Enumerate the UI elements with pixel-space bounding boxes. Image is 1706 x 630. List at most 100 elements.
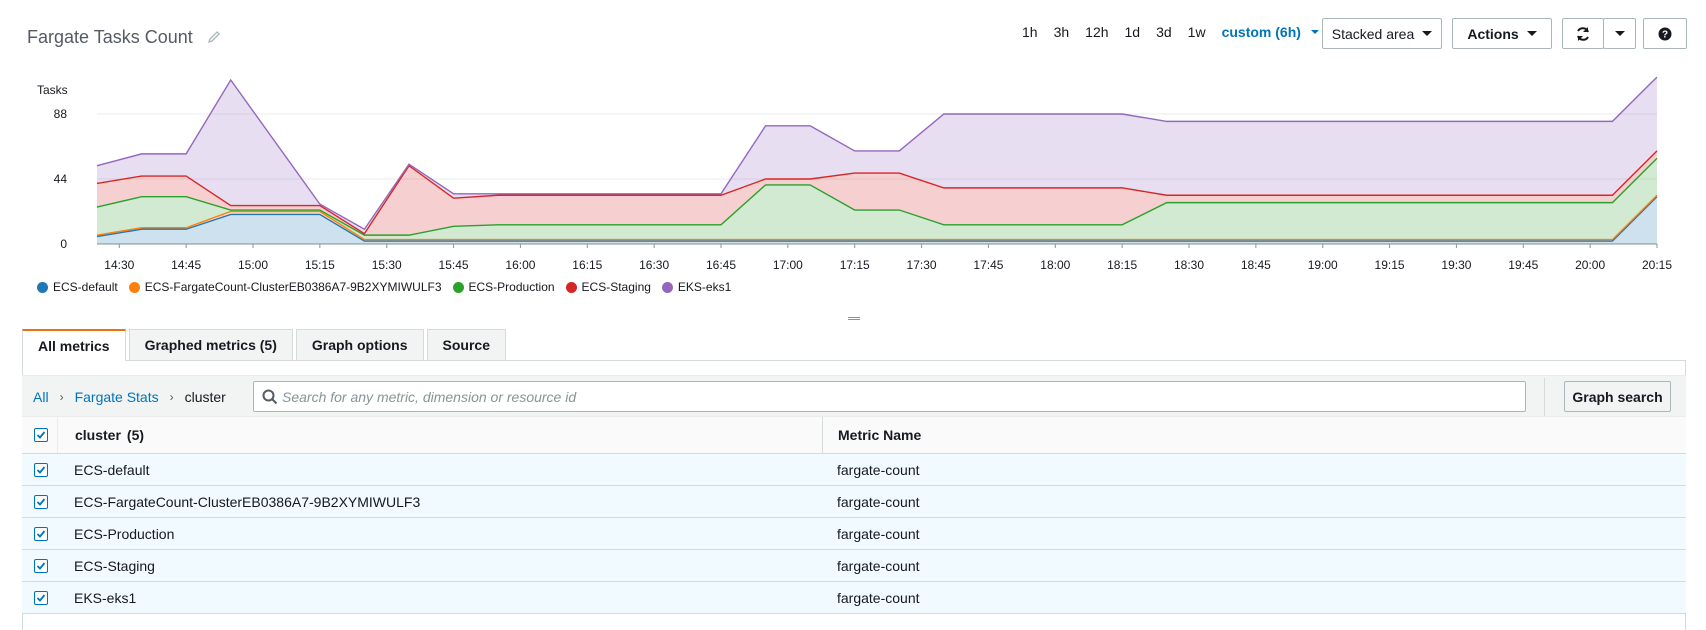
row-metric-name: fargate-count [837, 526, 920, 542]
row-checkbox[interactable] [34, 463, 48, 477]
refresh-button[interactable] [1562, 18, 1604, 49]
graph-search-button[interactable]: Graph search [1564, 381, 1671, 412]
row-cluster-name: ECS-Staging [74, 558, 155, 574]
legend-item[interactable]: EKS-eks1 [661, 280, 732, 294]
legend-item[interactable]: ECS-Production [452, 280, 555, 294]
tab-source[interactable]: Source [426, 329, 506, 360]
y-tick-label: 44 [54, 172, 68, 186]
time-range-1h[interactable]: 1h [1022, 24, 1038, 40]
column-header-cluster-label: cluster [75, 427, 121, 443]
time-range-12h[interactable]: 12h [1085, 24, 1109, 40]
chevron-down-icon [1310, 30, 1319, 34]
x-tick-label: 17:30 [907, 258, 937, 272]
breadcrumb-namespace[interactable]: Fargate Stats [74, 389, 159, 405]
legend-swatch [452, 281, 464, 293]
legend-item[interactable]: ECS-Staging [565, 280, 651, 294]
y-tick-label: 0 [60, 237, 67, 251]
check-icon [36, 498, 46, 506]
legend-swatch [128, 281, 140, 293]
actions-label: Actions [1467, 25, 1519, 42]
search-input[interactable] [282, 382, 1502, 411]
graph-type-label: Stacked area [1331, 25, 1415, 42]
graph-type-dropdown[interactable]: Stacked area [1322, 18, 1442, 49]
row-checkbox[interactable] [34, 559, 48, 573]
check-icon [36, 431, 46, 439]
series-line [96, 76, 1658, 231]
check-icon [36, 594, 46, 602]
table-row[interactable]: ECS-FargateCount-ClusterEB0386A7-9B2XYMI… [22, 486, 1686, 518]
check-icon [36, 466, 46, 474]
x-tick-label: 15:15 [305, 258, 335, 272]
edit-pencil-icon[interactable] [207, 30, 221, 44]
divider [1544, 378, 1545, 416]
x-tick-label: 16:00 [505, 258, 535, 272]
svg-text:?: ? [1662, 29, 1668, 40]
x-tick-label: 20:15 [1642, 258, 1672, 272]
help-button[interactable]: ? [1643, 18, 1687, 49]
search-icon [262, 389, 278, 405]
legend-item[interactable]: ECS-FargateCount-ClusterEB0386A7-9B2XYMI… [128, 280, 442, 294]
series-area [97, 150, 1657, 236]
series-line [96, 157, 1658, 236]
x-tick-label: 19:30 [1441, 258, 1471, 272]
series-line [96, 194, 1658, 241]
select-all-checkbox[interactable] [34, 428, 48, 442]
row-metric-name: fargate-count [837, 590, 920, 606]
legend-item[interactable]: ECS-default [37, 280, 118, 294]
refresh-icon [1577, 26, 1589, 41]
select-all-column [22, 417, 58, 453]
row-checkbox[interactable] [34, 591, 48, 605]
row-checkbox[interactable] [34, 495, 48, 509]
legend-label: ECS-default [53, 280, 118, 294]
series-area [97, 77, 1657, 234]
row-metric-name: fargate-count [837, 558, 920, 574]
caret-down-icon [1614, 31, 1625, 36]
time-range-1w[interactable]: 1w [1187, 24, 1206, 40]
chart-lines [96, 76, 1658, 242]
row-cluster-name: ECS-Production [74, 526, 175, 542]
legend-swatch [37, 281, 48, 293]
check-icon [36, 530, 46, 538]
column-header-cluster[interactable]: cluster (5) [75, 427, 144, 443]
resize-handle[interactable] [848, 317, 860, 320]
table-row[interactable]: ECS-Staging fargate-count [22, 550, 1686, 582]
series-area [97, 158, 1657, 240]
refresh-options-button[interactable] [1603, 18, 1636, 49]
column-header-metric-name[interactable]: Metric Name [838, 427, 922, 443]
x-tick-label: 19:15 [1375, 258, 1405, 272]
x-tick-label: 16:15 [572, 258, 602, 272]
y-axis-label: Tasks [37, 83, 68, 97]
x-tick-label: 17:15 [840, 258, 870, 272]
help-icon: ? [1658, 27, 1672, 40]
caret-down-icon [1422, 31, 1433, 36]
tab-graphed-metrics[interactable]: Graphed metrics (5) [128, 329, 293, 360]
actions-button[interactable]: Actions [1452, 18, 1552, 49]
time-range-3h[interactable]: 3h [1053, 24, 1070, 40]
x-tick-label: 19:45 [1508, 258, 1538, 272]
table-row[interactable]: EKS-eks1 fargate-count [22, 582, 1686, 614]
tab-all-metrics[interactable]: All metrics [22, 329, 126, 361]
time-range-custom[interactable]: custom (6h) [1221, 24, 1301, 40]
table-row[interactable]: ECS-Production fargate-count [22, 518, 1686, 550]
metric-search-box [253, 381, 1526, 412]
table-row[interactable]: ECS-default fargate-count [22, 454, 1686, 486]
x-tick-label: 14:30 [104, 258, 134, 272]
tab-graph-options[interactable]: Graph options [295, 329, 424, 360]
row-metric-name: fargate-count [837, 462, 920, 478]
breadcrumb-bar: All › Fargate Stats › cluster Graph sear… [22, 375, 1686, 417]
series-line [96, 150, 1658, 235]
legend-label: ECS-Production [468, 280, 555, 294]
time-range-selector: 1h 3h 12h 1d 3d 1w custom (6h) [1022, 24, 1319, 40]
breadcrumb-all[interactable]: All [33, 389, 49, 405]
series-area [97, 196, 1657, 244]
table-header: cluster (5) Metric Name [22, 417, 1686, 454]
legend-swatch [661, 281, 673, 293]
legend-label: EKS-eks1 [677, 280, 732, 294]
row-cluster-name: ECS-FargateCount-ClusterEB0386A7-9B2XYMI… [74, 494, 421, 510]
time-range-1d[interactable]: 1d [1124, 24, 1141, 40]
caret-down-icon [1526, 31, 1537, 36]
x-tick-label: 17:45 [973, 258, 1003, 272]
y-tick-label: 88 [54, 107, 68, 121]
row-checkbox[interactable] [34, 527, 48, 541]
time-range-3d[interactable]: 3d [1156, 24, 1172, 40]
